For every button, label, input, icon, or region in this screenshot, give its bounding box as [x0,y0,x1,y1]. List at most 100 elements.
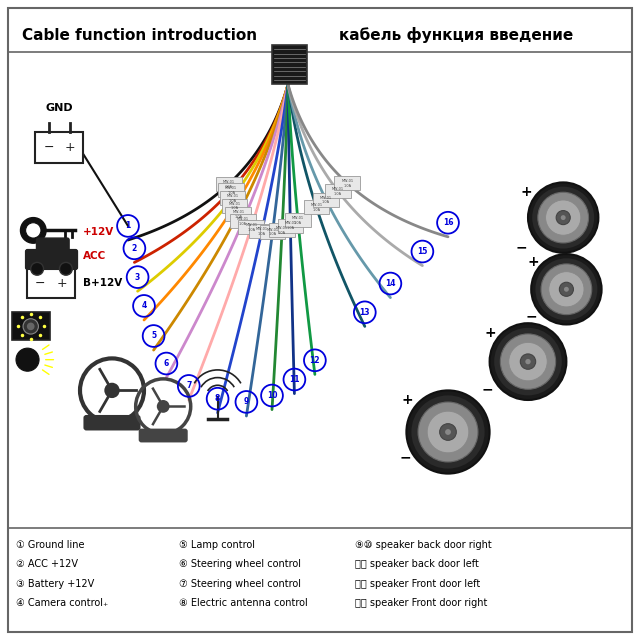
Text: 1.0A: 1.0A [230,207,239,211]
Text: +: + [520,185,532,199]
Text: 1: 1 [125,221,131,230]
Circle shape [104,383,120,398]
Circle shape [509,342,547,381]
Text: −: − [525,310,537,324]
Text: +: + [402,393,413,407]
Text: ⑬⑭ speaker Front door left: ⑬⑭ speaker Front door left [355,579,481,589]
Text: +: + [65,141,75,154]
Text: ⑪⑫ speaker back door left: ⑪⑫ speaker back door left [355,559,479,570]
Text: MW-01: MW-01 [292,216,304,220]
Circle shape [26,223,41,238]
Text: 1.0A: 1.0A [334,192,342,196]
Text: MW-01: MW-01 [225,186,237,190]
FancyBboxPatch shape [260,225,285,239]
Text: 1.0A: 1.0A [312,208,321,212]
Text: 13: 13 [360,308,370,317]
Text: 2: 2 [132,244,137,253]
Text: B+12V: B+12V [83,278,122,288]
Text: 16: 16 [443,218,453,227]
FancyBboxPatch shape [12,312,50,340]
Text: 1.0A: 1.0A [247,228,255,232]
Text: +: + [56,276,67,290]
Text: MW-01: MW-01 [341,179,353,183]
Circle shape [20,218,46,243]
FancyBboxPatch shape [218,183,244,197]
Circle shape [490,323,566,400]
Circle shape [548,271,584,307]
Text: −: − [44,141,54,154]
Circle shape [556,211,570,225]
Text: 1.0A: 1.0A [239,222,247,226]
Text: MW-01: MW-01 [245,223,257,227]
Circle shape [532,187,594,248]
Text: 1.0A: 1.0A [234,214,242,219]
Text: ① Ground line: ① Ground line [16,540,84,550]
Text: ② ACC +12V: ② ACC +12V [16,559,78,570]
Text: MW-01: MW-01 [237,217,249,221]
FancyBboxPatch shape [269,223,295,237]
Circle shape [545,200,581,235]
Circle shape [406,390,490,474]
Text: ⑨⑩ speaker back door right: ⑨⑩ speaker back door right [355,540,492,550]
Circle shape [412,396,484,468]
FancyBboxPatch shape [222,198,248,212]
Text: 1.0A: 1.0A [227,191,235,195]
FancyBboxPatch shape [225,207,251,221]
FancyBboxPatch shape [84,416,140,429]
Text: 15: 15 [417,247,428,256]
Circle shape [60,262,72,275]
Circle shape [418,402,478,462]
Text: +: + [484,326,496,340]
Circle shape [494,328,562,396]
FancyBboxPatch shape [313,193,339,207]
Circle shape [536,259,597,320]
FancyBboxPatch shape [285,213,311,227]
Circle shape [428,411,468,453]
Circle shape [538,192,589,243]
Text: 1.0A: 1.0A [269,232,276,236]
Text: −: − [400,451,412,465]
Circle shape [528,182,598,253]
Circle shape [16,348,39,371]
Circle shape [541,264,592,315]
FancyBboxPatch shape [239,220,264,234]
Text: 10: 10 [267,391,277,400]
Text: ⑮⑯ speaker Front door right: ⑮⑯ speaker Front door right [355,598,488,608]
Text: 6: 6 [164,359,169,368]
Text: 1.0A: 1.0A [225,185,233,189]
FancyBboxPatch shape [216,177,241,191]
Text: ACC: ACC [83,251,106,261]
Text: MW-01: MW-01 [320,195,332,200]
Circle shape [31,262,44,275]
Circle shape [440,424,456,440]
Bar [272,45,307,84]
Text: MW-01: MW-01 [232,210,244,214]
Text: MW-01: MW-01 [276,226,288,230]
Text: 1.0A: 1.0A [286,227,294,230]
Text: −: − [516,241,527,255]
Bar [27,269,75,298]
FancyBboxPatch shape [8,8,632,632]
FancyBboxPatch shape [249,224,275,238]
Text: GND: GND [45,103,73,113]
Circle shape [559,282,573,296]
Text: MW-01: MW-01 [310,204,323,207]
Text: 1.0A: 1.0A [322,200,330,204]
FancyBboxPatch shape [26,250,77,269]
Circle shape [564,287,569,292]
Text: MW-01: MW-01 [284,221,296,225]
Text: 3: 3 [135,273,140,282]
Text: 7: 7 [186,381,191,390]
Circle shape [531,254,602,324]
Circle shape [157,400,170,413]
Text: 1.0A: 1.0A [278,230,286,235]
Text: +12V: +12V [83,227,115,237]
Text: 5: 5 [151,332,156,340]
Text: MW-01: MW-01 [228,202,241,205]
FancyBboxPatch shape [325,184,351,198]
Text: ⑦ Steering wheel control: ⑦ Steering wheel control [179,579,301,589]
Text: 4: 4 [141,301,147,310]
FancyBboxPatch shape [140,429,187,442]
Bar [35,132,83,163]
Text: ⑧ Electric antenna control: ⑧ Electric antenna control [179,598,308,608]
